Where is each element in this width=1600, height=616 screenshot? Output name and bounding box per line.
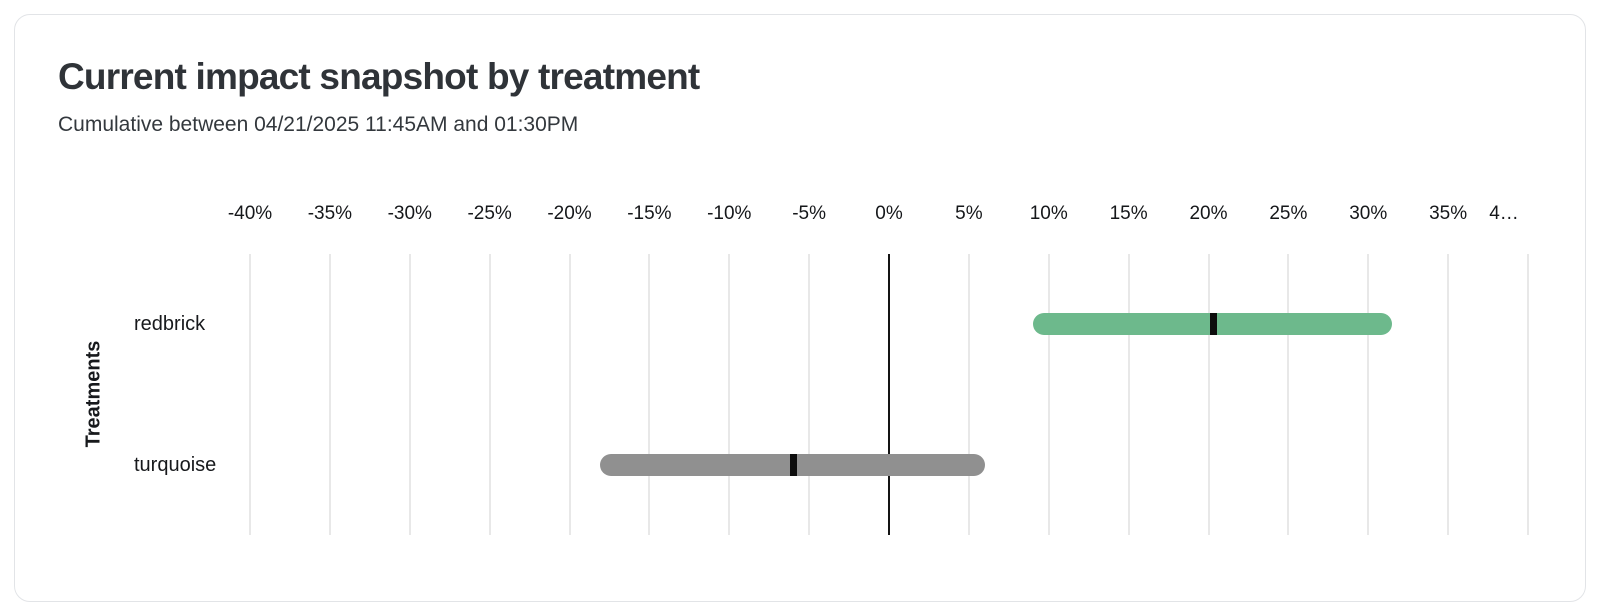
- grid-line: [1447, 254, 1450, 535]
- row-label-redbrick: redbrick: [134, 313, 206, 336]
- point-estimate-marker-turquoise: [789, 453, 797, 476]
- grid-line: [488, 254, 491, 535]
- x-tick-label: -25%: [467, 203, 512, 224]
- grid-line: [1207, 254, 1210, 535]
- chart-subtitle: Cumulative between 04/21/2025 11:45AM an…: [58, 113, 579, 136]
- y-axis-title: Treatments: [82, 340, 105, 448]
- grid-line: [808, 254, 811, 535]
- grid-line: [1287, 254, 1290, 535]
- x-tick-label: -10%: [707, 203, 752, 224]
- x-tick-label: 10%: [1029, 203, 1068, 224]
- grid-line: [728, 254, 731, 535]
- x-tick-label: -30%: [387, 203, 432, 224]
- grid-line: [967, 254, 970, 535]
- grid-line: [1047, 254, 1050, 535]
- x-tick-label: -15%: [627, 203, 672, 224]
- x-tick-label: 25%: [1269, 203, 1308, 224]
- x-tick-label: -40%: [227, 203, 273, 224]
- chart-title: Current impact snapshot by treatment: [58, 56, 700, 97]
- grid-line: [648, 254, 651, 535]
- x-tick-label: 15%: [1109, 203, 1148, 224]
- x-tick-label: 30%: [1349, 203, 1388, 224]
- chart-card: Current impact snapshot by treatment Cum…: [14, 14, 1586, 602]
- x-tick-label: -35%: [307, 203, 353, 224]
- grid-line: [249, 254, 251, 535]
- grid-line: [408, 254, 411, 535]
- x-tick-label: 0%: [875, 203, 903, 224]
- grid-line: [328, 254, 331, 535]
- impact-chart: Treatments -40% -35% -30% -25% -20% -15% -10% -…: [15, 15, 1585, 601]
- x-tick-label: -5%: [792, 203, 827, 224]
- row-label-turquoise: turquoise: [134, 453, 217, 476]
- grid-line: [1127, 254, 1130, 535]
- x-tick-label: 20%: [1189, 203, 1228, 224]
- zero-axis-line: [888, 254, 890, 535]
- grid-line: [568, 254, 571, 535]
- x-tick-label: 35%: [1429, 203, 1468, 224]
- x-tick-label: -20%: [547, 203, 592, 224]
- point-estimate-marker-redbrick: [1209, 313, 1217, 336]
- x-tick-label: 4…: [1489, 203, 1519, 224]
- x-tick-label: 5%: [955, 203, 983, 224]
- grid-line: [1367, 254, 1370, 535]
- grid-line: [1527, 254, 1529, 535]
- plot-area: [249, 254, 1529, 535]
